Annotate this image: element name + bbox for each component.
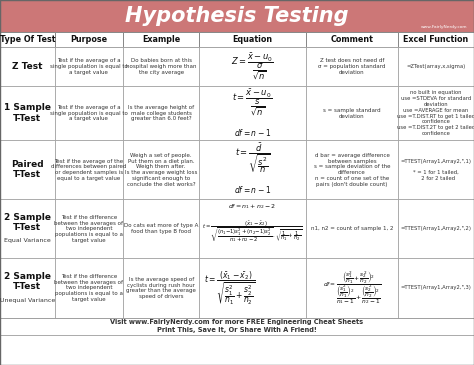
Text: Z Test: Z Test	[12, 62, 43, 71]
Bar	[199, 32, 306, 47]
Bar	[306, 140, 398, 199]
Text: www.FairlyNerdy.com: www.FairlyNerdy.com	[420, 25, 467, 29]
Text: =ZTest(array,x,sigma): =ZTest(array,x,sigma)	[407, 64, 465, 69]
Text: Test if the average of the
differences between paired
or dependent samples is
eq: Test if the average of the differences b…	[51, 158, 127, 181]
Bar	[398, 199, 474, 258]
Text: $t = \dfrac{\bar{d}}{\sqrt{\dfrac{s^2}{n}}}$: $t = \dfrac{\bar{d}}{\sqrt{\dfrac{s^2}{n…	[235, 141, 270, 175]
Text: $t = \dfrac{(\bar{x}_1 - \bar{x}_2)}{\sqrt{\dfrac{s_1^2}{n_1} + \dfrac{s_2^2}{n_: $t = \dfrac{(\bar{x}_1 - \bar{x}_2)}{\sq…	[204, 269, 255, 307]
Bar	[123, 32, 199, 47]
Bar	[55, 140, 123, 199]
Bar	[306, 86, 398, 140]
Bar	[199, 86, 306, 140]
Text: Test if the average of a
single population is equal to
a target value: Test if the average of a single populati…	[50, 58, 128, 75]
Bar	[123, 258, 199, 318]
Text: $Z = \dfrac{\bar{x} - u_0}{\dfrac{\sigma}{\sqrt{n}}}$: $Z = \dfrac{\bar{x} - u_0}{\dfrac{\sigma…	[231, 52, 274, 81]
Text: s = sample standard
deviation: s = sample standard deviation	[323, 108, 381, 119]
Bar	[0, 140, 55, 199]
Text: d bar = average difference
between samples
s = sample deviation of the
differenc: d bar = average difference between sampl…	[314, 153, 390, 187]
Bar	[398, 32, 474, 47]
Bar	[306, 47, 398, 86]
Text: Equation: Equation	[232, 35, 273, 44]
Text: Do cats eat more of type A
food than type B food: Do cats eat more of type A food than typ…	[124, 223, 198, 234]
Text: $t = \dfrac{\bar{x} - u_0}{\dfrac{s}{\sqrt{n}}}$: $t = \dfrac{\bar{x} - u_0}{\dfrac{s}{\sq…	[232, 88, 273, 117]
Text: Comment: Comment	[330, 35, 374, 44]
Bar	[123, 140, 199, 199]
Text: $df = n - 1$: $df = n - 1$	[234, 184, 271, 195]
Text: no built in equation
use =STDEVA for standard
deviation
use =AVERAGE for mean
us: no built in equation use =STDEVA for sta…	[397, 91, 474, 136]
Bar	[0, 47, 55, 86]
Text: Visit www.FairlyNerdy.com for more FREE Engineering Cheat Sheets: Visit www.FairlyNerdy.com for more FREE …	[110, 319, 364, 325]
Bar	[0, 32, 55, 47]
Text: Is the average height of
male college students
greater than 6.0 feet?: Is the average height of male college st…	[128, 105, 194, 122]
Text: Unequal Variance: Unequal Variance	[0, 297, 55, 303]
Bar	[123, 86, 199, 140]
Text: Paired
T-Test: Paired T-Test	[11, 160, 44, 180]
Bar	[0, 318, 474, 335]
Bar	[55, 32, 123, 47]
Bar	[199, 47, 306, 86]
Bar	[0, 199, 55, 258]
Text: Hypothesis Testing: Hypothesis Testing	[125, 6, 349, 26]
Bar	[55, 47, 123, 86]
Text: =TTEST(Array1,Array2,",2): =TTEST(Array1,Array2,",2)	[401, 226, 472, 231]
Bar	[199, 140, 306, 199]
Text: Print This, Save It, Or Share With A Friend!: Print This, Save It, Or Share With A Fri…	[157, 327, 317, 333]
Text: 2 Sample
T-Test: 2 Sample T-Test	[4, 272, 51, 291]
Bar	[123, 47, 199, 86]
Bar	[398, 140, 474, 199]
Bar	[55, 199, 123, 258]
Bar	[398, 86, 474, 140]
Text: Test if the difference
between the averages of
two independent
populations is eq: Test if the difference between the avera…	[55, 274, 123, 302]
Text: =TTEST(Array1,Array2,",1)

* = 1 for 1 tailed,
  2 for 2 tailed: =TTEST(Array1,Array2,",1) * = 1 for 1 ta…	[401, 158, 472, 181]
Bar	[0, 86, 55, 140]
Bar	[123, 199, 199, 258]
Text: Z test does not need df
σ = population standard
deviation: Z test does not need df σ = population s…	[318, 58, 386, 75]
Text: $df = n_1 + n_2 - 2$: $df = n_1 + n_2 - 2$	[228, 202, 277, 211]
Bar	[306, 258, 398, 318]
Bar	[199, 199, 306, 258]
Text: Equal Variance: Equal Variance	[4, 238, 51, 243]
Text: Excel Function: Excel Function	[403, 35, 469, 44]
Text: n1, n2 = count of sample 1, 2: n1, n2 = count of sample 1, 2	[310, 226, 393, 231]
Bar	[306, 199, 398, 258]
Bar	[55, 86, 123, 140]
Text: Do babies born at this
hospital weigh more than
the city average: Do babies born at this hospital weigh mo…	[126, 58, 196, 75]
Text: Example: Example	[142, 35, 180, 44]
Bar	[0, 258, 55, 318]
Bar	[306, 32, 398, 47]
Text: Weigh a set of people.
Put them on a diet plan.
Weigh them after.
Is the average: Weigh a set of people. Put them on a die…	[125, 153, 197, 187]
Bar	[0, 0, 474, 32]
Text: $df = \dfrac{\left(\dfrac{s_1^2}{n_1}+\dfrac{s_2^2}{n_2}\right)^2}{\dfrac{\left(: $df = \dfrac{\left(\dfrac{s_1^2}{n_1}+\d…	[323, 269, 381, 307]
Text: Type Of Test: Type Of Test	[0, 35, 55, 44]
Bar	[398, 258, 474, 318]
Bar	[55, 258, 123, 318]
Text: 1 Sample
T-Test: 1 Sample T-Test	[4, 103, 51, 123]
Text: $t = \dfrac{(\bar{x}_1 - \bar{x}_2)}{\sqrt{\dfrac{(n_1{-}1)s_1^2+(n_2{-}1)s_2^2}: $t = \dfrac{(\bar{x}_1 - \bar{x}_2)}{\sq…	[202, 219, 303, 244]
Text: $df = n - 1$: $df = n - 1$	[234, 127, 271, 138]
Text: Test if the average of a
single population is equal to
a target value: Test if the average of a single populati…	[50, 105, 128, 122]
Text: =TTEST(Array1,Array2,",3): =TTEST(Array1,Array2,",3)	[401, 285, 472, 291]
Text: Test if the difference
between the averages of
two independent
populations is eq: Test if the difference between the avera…	[55, 215, 123, 243]
Bar	[398, 47, 474, 86]
Bar	[199, 258, 306, 318]
Text: Is the average speed of
cyclists during rush hour
greater than the average
speed: Is the average speed of cyclists during …	[126, 277, 196, 299]
Text: 2 Sample
T-Test: 2 Sample T-Test	[4, 212, 51, 232]
Text: Purpose: Purpose	[70, 35, 108, 44]
